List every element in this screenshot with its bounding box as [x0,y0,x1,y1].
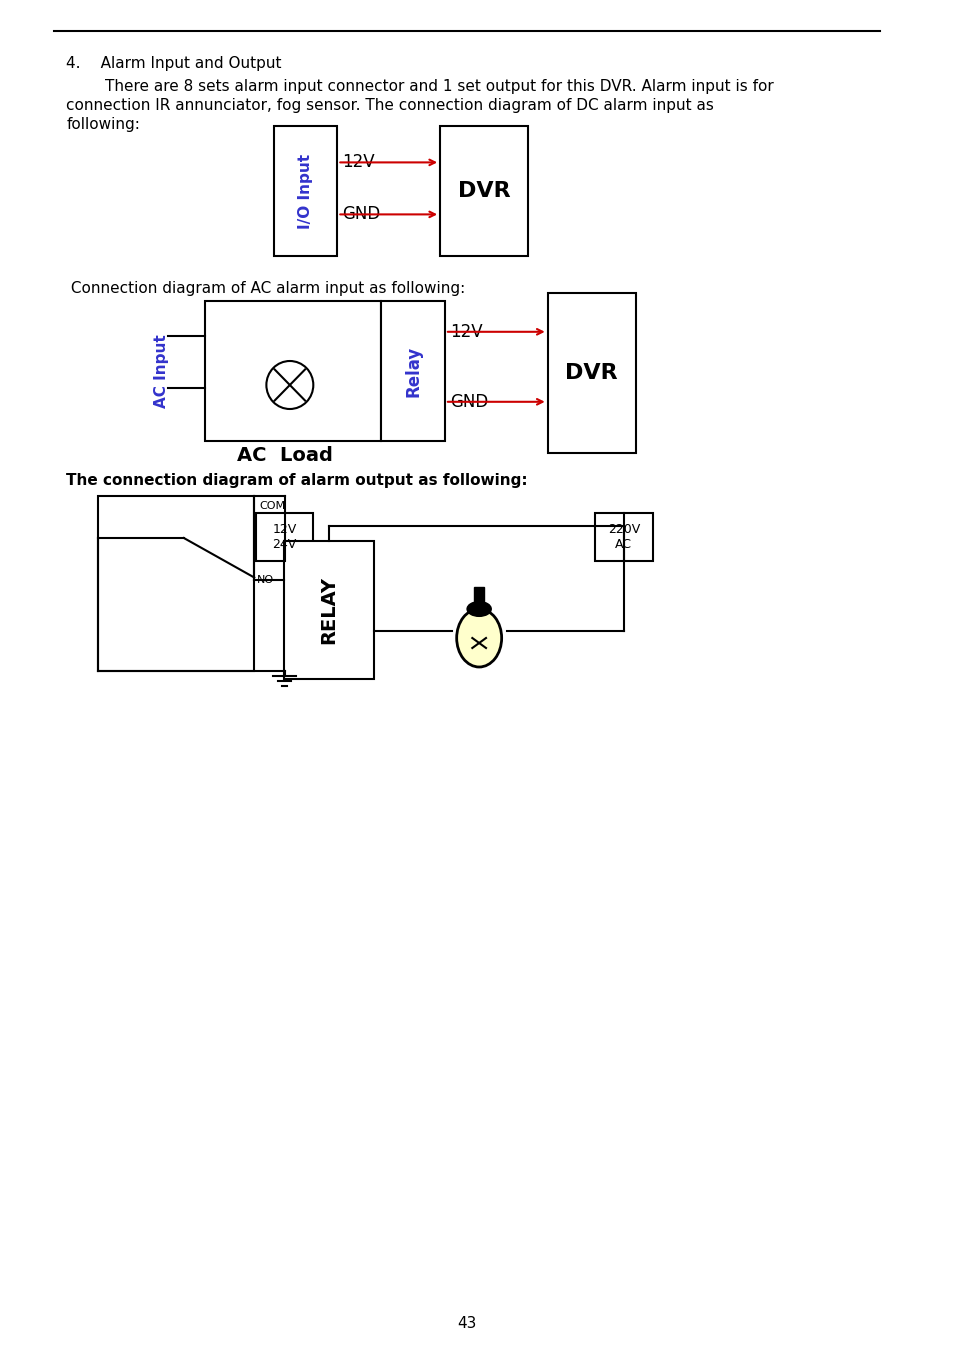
Text: NO: NO [257,576,274,585]
Text: 43: 43 [456,1316,476,1331]
Text: following:: following: [67,118,140,132]
Bar [274,126,337,255]
Text: connection IR annunciator, fog sensor. The connection diagram of DC alarm input : connection IR annunciator, fog sensor. T… [67,99,714,113]
Text: AC  Load: AC Load [236,446,333,465]
Text: 4.  Alarm Input and Output: 4. Alarm Input and Output [67,55,282,72]
Text: DVR: DVR [565,363,618,382]
Text: AC Input: AC Input [153,334,169,408]
Bar [98,496,254,671]
Text: 12V: 12V [450,323,482,340]
Text: Connection diagram of AC alarm input as following:: Connection diagram of AC alarm input as … [67,281,465,296]
Text: RELAY: RELAY [318,576,337,644]
Bar [283,540,374,680]
Ellipse shape [467,603,491,616]
Text: The connection diagram of alarm output as following:: The connection diagram of alarm output a… [67,473,528,488]
Text: Relay: Relay [404,346,422,397]
Bar [439,126,528,255]
Bar [474,586,483,603]
Bar [594,513,653,561]
Text: 12V
24V: 12V 24V [273,523,296,551]
Text: GND: GND [450,393,488,411]
Ellipse shape [456,609,501,667]
Bar [381,301,444,440]
Text: DVR: DVR [457,181,510,201]
Text: COM: COM [259,501,285,511]
Text: There are 8 sets alarm input connector and 1 set output for this DVR. Alarm inpu: There are 8 sets alarm input connector a… [67,78,774,95]
Bar [256,513,313,561]
Bar [547,293,635,453]
Text: 220V
AC: 220V AC [607,523,639,551]
Text: 12V: 12V [342,154,375,172]
Text: GND: GND [342,205,380,223]
Bar [205,301,381,440]
Text: I/O Input: I/O Input [297,154,313,228]
